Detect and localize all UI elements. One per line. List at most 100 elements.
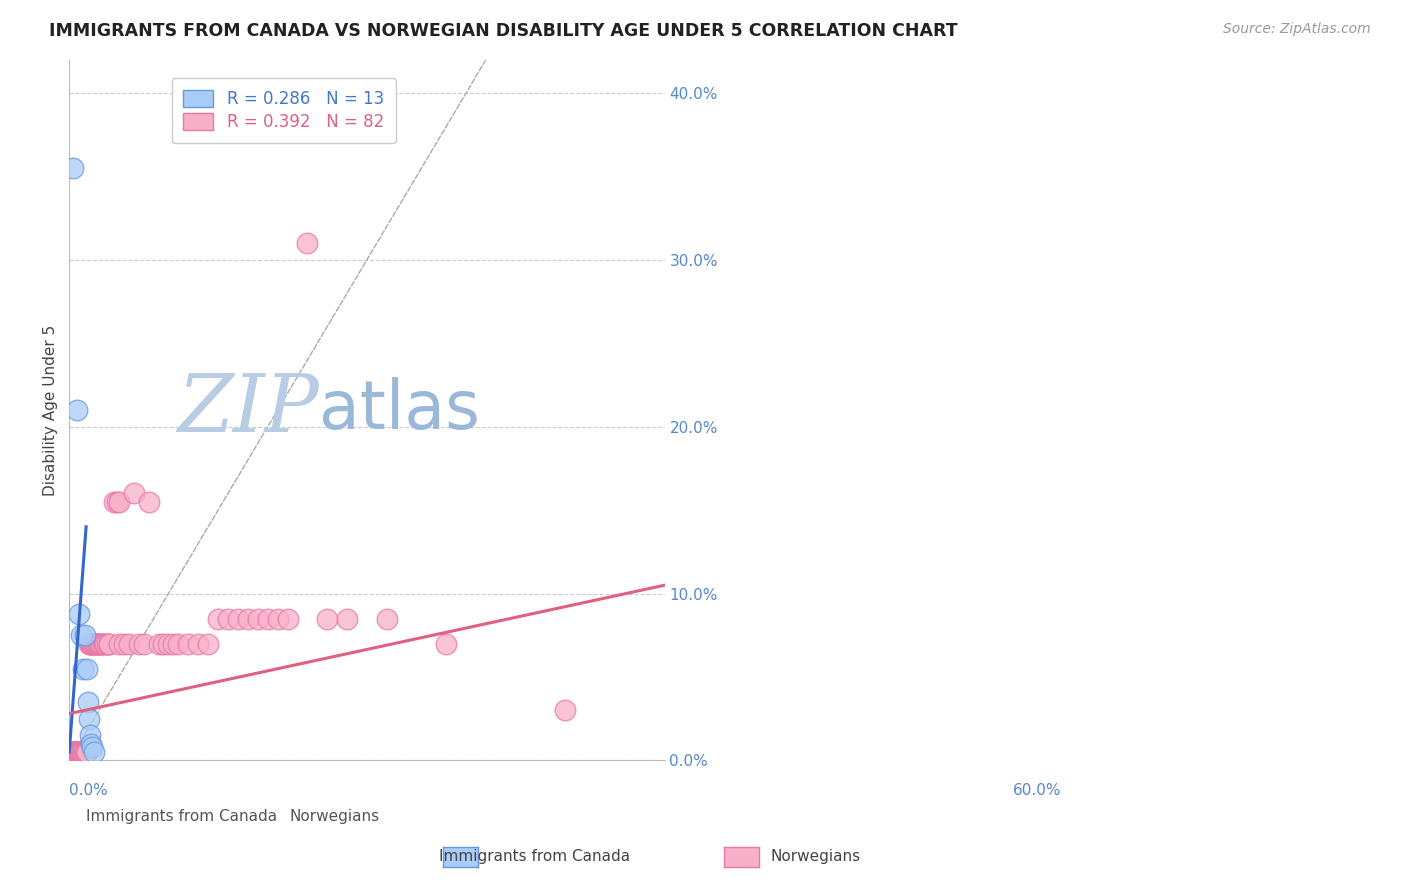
Point — [89, 637, 111, 651]
Point — [67, 745, 90, 759]
Point — [75, 745, 97, 759]
Point — [197, 637, 219, 651]
Text: Immigrants from Canada: Immigrants from Canada — [439, 849, 630, 863]
Point — [67, 745, 90, 759]
Point — [63, 745, 86, 759]
Point — [226, 611, 249, 625]
Point — [67, 745, 90, 759]
Text: 60.0%: 60.0% — [1012, 783, 1062, 797]
Point — [70, 745, 93, 759]
Point — [157, 637, 180, 651]
Point — [108, 637, 131, 651]
Point — [83, 637, 105, 651]
Text: Source: ZipAtlas.com: Source: ZipAtlas.com — [1223, 22, 1371, 37]
Point — [60, 745, 83, 759]
Point — [336, 611, 359, 625]
Point — [217, 611, 239, 625]
Point — [76, 662, 98, 676]
Point — [187, 637, 209, 651]
Point — [63, 745, 86, 759]
Point — [80, 637, 103, 651]
Point — [246, 611, 269, 625]
Point — [86, 637, 108, 651]
Point — [80, 637, 103, 651]
Point — [108, 495, 131, 509]
Point — [94, 637, 117, 651]
Legend: R = 0.286   N = 13, R = 0.392   N = 82: R = 0.286 N = 13, R = 0.392 N = 82 — [172, 78, 395, 143]
Point — [87, 637, 110, 651]
Text: IMMIGRANTS FROM CANADA VS NORWEGIAN DISABILITY AGE UNDER 5 CORRELATION CHART: IMMIGRANTS FROM CANADA VS NORWEGIAN DISA… — [49, 22, 957, 40]
Point — [138, 495, 160, 509]
Point — [84, 637, 107, 651]
Y-axis label: Disability Age Under 5: Disability Age Under 5 — [44, 325, 58, 496]
Text: Norwegians: Norwegians — [770, 849, 860, 863]
Point — [83, 745, 105, 759]
Point — [67, 745, 90, 759]
Point — [65, 745, 87, 759]
Point — [70, 745, 93, 759]
Point — [118, 637, 141, 651]
Point — [93, 637, 115, 651]
Point — [66, 745, 89, 759]
Point — [375, 611, 398, 625]
Point — [112, 637, 135, 651]
Point — [434, 637, 457, 651]
Point — [128, 637, 150, 651]
Text: Norwegians: Norwegians — [290, 809, 380, 824]
Point — [63, 745, 86, 759]
Point — [62, 745, 84, 759]
Point — [80, 740, 103, 755]
Point — [148, 637, 170, 651]
Point — [79, 728, 101, 742]
Point — [62, 161, 84, 175]
Point — [80, 637, 103, 651]
Point — [152, 637, 174, 651]
Point — [67, 607, 90, 621]
Point — [72, 745, 94, 759]
Point — [207, 611, 229, 625]
Point — [70, 745, 93, 759]
Point — [256, 611, 278, 625]
Point — [79, 637, 101, 651]
Point — [77, 712, 100, 726]
Point — [105, 495, 128, 509]
Point — [236, 611, 259, 625]
Text: 0.0%: 0.0% — [69, 783, 108, 797]
Point — [67, 745, 90, 759]
Point — [316, 611, 339, 625]
Point — [66, 745, 89, 759]
Point — [87, 637, 110, 651]
Point — [177, 637, 200, 651]
Point — [65, 745, 87, 759]
Point — [122, 486, 145, 500]
Point — [69, 745, 91, 759]
Point — [63, 745, 86, 759]
Point — [62, 745, 84, 759]
Point — [72, 662, 94, 676]
Point — [73, 745, 96, 759]
Point — [162, 637, 184, 651]
Point — [69, 745, 91, 759]
Point — [297, 236, 319, 251]
Point — [75, 745, 97, 759]
Point — [66, 403, 89, 417]
Point — [75, 628, 97, 642]
Point — [82, 637, 104, 651]
Point — [76, 745, 98, 759]
Point — [97, 637, 120, 651]
Point — [554, 703, 576, 717]
Point — [96, 637, 118, 651]
Point — [90, 637, 112, 651]
Point — [167, 637, 190, 651]
Point — [97, 637, 120, 651]
Text: Immigrants from Canada: Immigrants from Canada — [87, 809, 277, 824]
Point — [77, 637, 100, 651]
Point — [80, 737, 103, 751]
Point — [65, 745, 87, 759]
Point — [70, 628, 93, 642]
Point — [67, 745, 90, 759]
Point — [77, 695, 100, 709]
Point — [70, 745, 93, 759]
Point — [132, 637, 155, 651]
Point — [266, 611, 288, 625]
